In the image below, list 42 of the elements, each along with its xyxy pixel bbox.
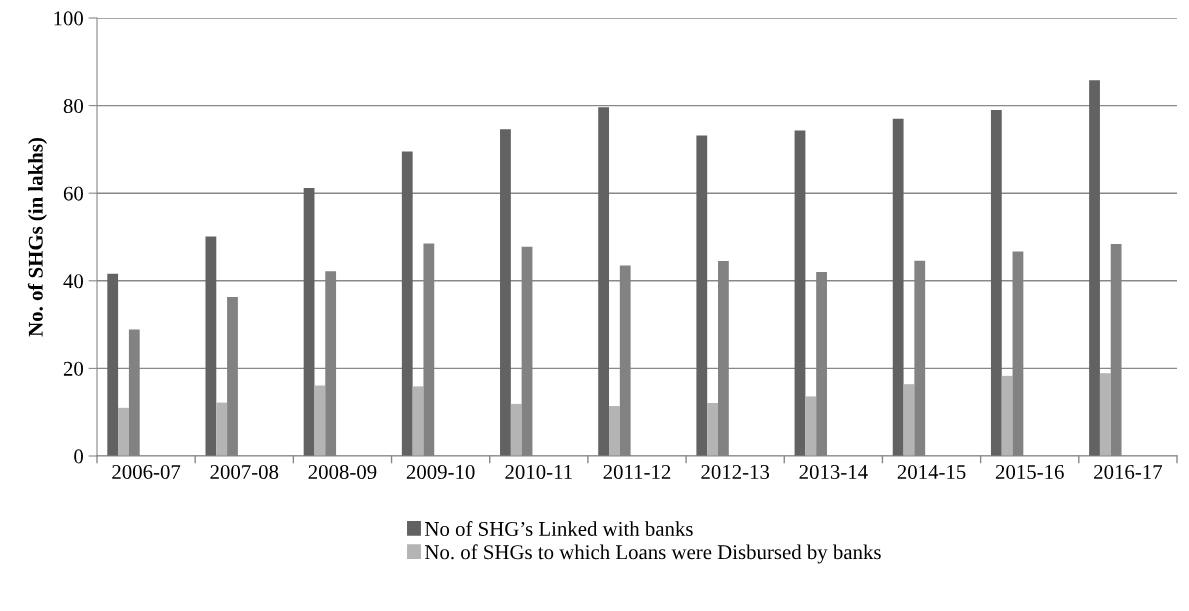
y-tick-label: 0 xyxy=(74,449,84,464)
y-tick-label: 60 xyxy=(63,186,84,201)
bar xyxy=(1001,375,1013,456)
x-tick-label: 2006-07 xyxy=(112,464,181,479)
x-tick-label: 2016-17 xyxy=(1094,464,1163,479)
legend-label: No of SHG’s Linked with banks xyxy=(425,521,693,536)
y-tick-label: 100 xyxy=(54,11,84,26)
bar xyxy=(500,129,511,456)
bar xyxy=(892,118,904,456)
y-tick-label: 20 xyxy=(63,361,84,376)
bar xyxy=(107,273,119,456)
bar xyxy=(216,402,228,456)
bar xyxy=(794,130,806,456)
x-tick-label: 2007-08 xyxy=(210,464,279,479)
y-tick-label: 80 xyxy=(63,98,84,114)
y-axis-title: No. of SHGs (in lakhs) xyxy=(27,138,47,337)
y-tick-label: 40 xyxy=(63,274,84,289)
x-tick-label: 2010-11 xyxy=(505,464,572,479)
bar xyxy=(314,385,326,456)
bar xyxy=(401,151,413,456)
bar xyxy=(696,135,708,456)
legend-label: No. of SHGs to which Loans were Disbursed by banks xyxy=(425,544,881,564)
x-tick-label: 2012-13 xyxy=(701,464,770,479)
x-tick-label: 2015-16 xyxy=(995,464,1064,479)
x-tick-label: 2008-09 xyxy=(308,464,377,479)
bar xyxy=(303,187,315,456)
bar xyxy=(1089,80,1100,456)
bar xyxy=(707,403,718,456)
bar xyxy=(118,407,129,456)
x-tick-label: 2009-10 xyxy=(406,464,475,479)
bar xyxy=(805,396,817,456)
x-tick-label: 2011-12 xyxy=(603,464,671,479)
bar xyxy=(1099,373,1111,456)
bar xyxy=(609,406,620,456)
bar xyxy=(903,384,915,456)
bar xyxy=(990,109,1002,456)
x-tick-label: 2013-14 xyxy=(799,464,868,479)
bar xyxy=(598,107,610,456)
bar xyxy=(205,236,217,456)
bar xyxy=(412,386,424,456)
x-tick-label: 2014-15 xyxy=(897,464,966,479)
bar xyxy=(510,403,522,456)
